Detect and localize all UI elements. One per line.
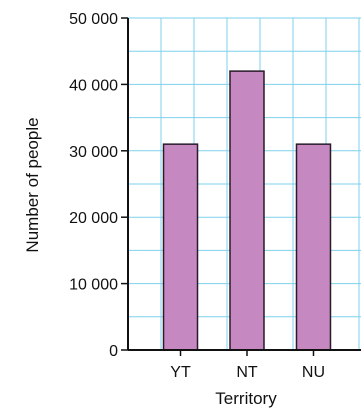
bar-nt [229, 70, 265, 351]
axes-layer [121, 17, 361, 356]
y-tick-label: 0 [109, 343, 118, 360]
y-tick-label: 50 000 [69, 11, 118, 28]
bar-yt [162, 143, 199, 351]
y-tick-label: 30 000 [69, 144, 118, 161]
y-axis-title: Number of people [23, 117, 42, 252]
x-tick-label: NU [302, 364, 325, 381]
y-tick-label: 20 000 [69, 210, 118, 227]
x-tick-label: NT [236, 364, 258, 381]
labels-layer: YT NT NU 0 10 000 20 000 30 000 40 000 50 000 [69, 11, 325, 381]
bars-layer [162, 70, 332, 351]
x-axis-title: Territory [215, 389, 277, 408]
x-tick-label: YT [170, 364, 191, 381]
bar-nu [295, 143, 332, 351]
y-tick-label: 40 000 [69, 77, 118, 94]
y-tick-label: 10 000 [69, 277, 118, 294]
